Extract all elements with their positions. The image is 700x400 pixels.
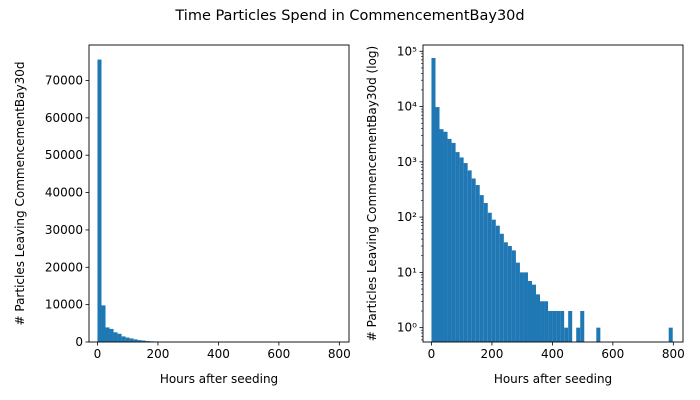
- histogram-bar: [129, 338, 134, 342]
- histogram-bar: [576, 327, 581, 342]
- figure-suptitle: Time Particles Spend in CommencementBay3…: [174, 8, 524, 24]
- histogram-bar: [564, 327, 569, 342]
- right-panel-log: 0 200 400 600 800 10⁰ 10¹ 10² 10³ 10⁴ 10⁵ Hours a…: [365, 44, 685, 386]
- histogram-bar: [447, 138, 452, 342]
- histogram-bar: [495, 225, 500, 342]
- left-panel-linear: 0 200 400 600 800 0 10000 20000 30000 40000 50000…: [13, 44, 351, 386]
- x-tick-label: 600: [267, 347, 290, 361]
- y-tick-label: 70000: [45, 73, 83, 87]
- y-tick-label: 30000: [45, 223, 83, 237]
- y-tick-label: 20000: [45, 260, 83, 274]
- histogram-bar: [435, 107, 440, 342]
- y-tick-label: 0: [75, 335, 83, 349]
- y-tick-label: 10⁰: [397, 321, 417, 335]
- histogram-bar: [568, 311, 573, 342]
- histogram-bar: [523, 272, 528, 342]
- histogram-bar: [560, 311, 565, 342]
- y-tick-label: 10³: [397, 155, 417, 169]
- x-tick-label: 200: [480, 347, 503, 361]
- histogram-bar: [552, 311, 557, 342]
- left-y-axis-label: # Particles Leaving CommencementBay30d: [13, 62, 27, 326]
- histogram-bar: [105, 327, 110, 342]
- histogram-bar: [439, 129, 444, 342]
- histogram-bar: [463, 163, 468, 342]
- y-tick-label: 40000: [45, 186, 83, 200]
- histogram-bar: [125, 337, 130, 342]
- y-tick-label: 10²: [397, 210, 417, 224]
- histogram-bar: [97, 59, 102, 342]
- y-tick-label: 10⁴: [397, 100, 417, 114]
- x-tick-label: 400: [207, 347, 230, 361]
- histogram-bar: [544, 301, 549, 342]
- histogram-bar: [471, 178, 476, 342]
- y-tick-label: 10⁵: [397, 44, 417, 58]
- histogram-bar: [117, 333, 122, 342]
- x-tick-label: 800: [328, 347, 351, 361]
- histogram-bar: [451, 142, 456, 342]
- histogram-bar: [507, 246, 512, 342]
- y-tick-label: 60000: [45, 111, 83, 125]
- left-bars: [97, 59, 174, 342]
- histogram-bar: [668, 327, 673, 342]
- right-x-ticks: 0 200 400 600 800: [428, 342, 685, 361]
- histogram-bar: [467, 170, 472, 342]
- x-tick-label: 200: [146, 347, 169, 361]
- y-tick-label: 10000: [45, 298, 83, 312]
- right-axes-frame: [422, 44, 684, 343]
- left-y-ticks: 0 10000 20000 30000 40000 50000 60000 70000: [45, 73, 89, 349]
- histogram-bar: [499, 233, 504, 342]
- histogram-bar: [487, 212, 492, 342]
- x-tick-label: 800: [662, 347, 685, 361]
- histogram-bar: [531, 284, 537, 342]
- histogram-bar: [431, 58, 436, 342]
- y-tick-label: 10¹: [397, 265, 417, 279]
- histogram-bar: [491, 219, 496, 342]
- right-y-axis-label: # Particles Leaving CommencementBay30d (…: [365, 46, 379, 341]
- histogram-bar: [515, 262, 520, 342]
- x-tick-label: 400: [541, 347, 564, 361]
- histogram-bar: [133, 339, 138, 342]
- histogram-bar: [483, 203, 488, 342]
- histogram-bar: [145, 341, 150, 342]
- histogram-bar: [113, 332, 118, 342]
- histogram-bar: [137, 340, 142, 342]
- left-x-ticks: 0 200 400 600 800: [94, 342, 351, 361]
- right-y-ticks: 10⁰ 10¹ 10² 10³ 10⁴ 10⁵: [397, 44, 423, 341]
- histogram-bar: [443, 131, 448, 342]
- y-tick-label: 50000: [45, 148, 83, 162]
- histogram-bar: [121, 336, 126, 342]
- histogram-bar: [536, 294, 541, 342]
- histogram-bar: [141, 340, 146, 342]
- left-x-axis-label: Hours after seeding: [160, 372, 278, 386]
- histogram-bar: [540, 301, 545, 342]
- x-tick-label: 0: [428, 347, 436, 361]
- right-x-axis-label: Hours after seeding: [494, 372, 612, 386]
- histogram-bar: [548, 311, 553, 342]
- histogram-bar: [580, 311, 585, 342]
- histogram-bar: [511, 250, 516, 342]
- histogram-bar: [459, 157, 464, 342]
- x-tick-label: 0: [94, 347, 102, 361]
- histogram-bar: [475, 185, 480, 342]
- histogram-bar: [527, 280, 532, 342]
- histogram-bar: [596, 327, 601, 342]
- right-bars: [431, 58, 673, 342]
- histogram-bar: [109, 328, 114, 342]
- histogram-bar: [519, 272, 524, 342]
- x-tick-label: 600: [601, 347, 624, 361]
- left-axes-frame: [88, 44, 350, 343]
- histogram-bar: [479, 195, 484, 342]
- histogram-bar: [556, 311, 561, 342]
- histogram-bar: [455, 152, 460, 342]
- histogram-bar: [503, 242, 508, 342]
- histogram-bar: [101, 305, 106, 342]
